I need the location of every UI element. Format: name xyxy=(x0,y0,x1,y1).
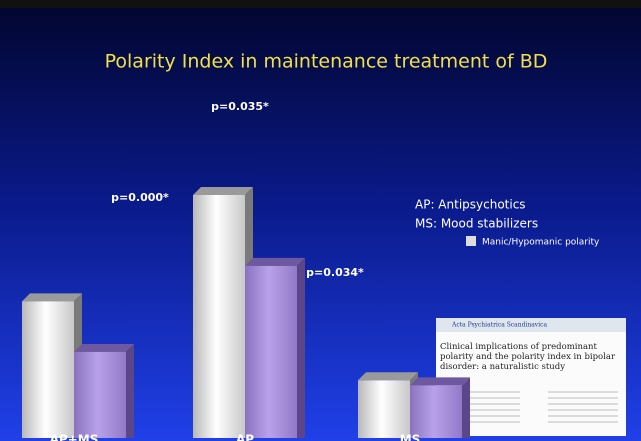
bar-top xyxy=(245,257,305,266)
frame xyxy=(0,0,641,8)
x-tick-label: MS xyxy=(400,433,421,441)
legend-label: Manic/Hypomanic polarity xyxy=(482,238,600,248)
p-value: p=0.034* xyxy=(306,266,364,279)
bar-side xyxy=(126,343,134,438)
bar xyxy=(74,343,134,438)
bar-side xyxy=(297,257,305,438)
p-value: p=0.000* xyxy=(111,191,169,204)
journal: Acta Psychiatrica Scandinavica xyxy=(451,322,547,329)
legend-swatch xyxy=(466,236,476,246)
bar-top xyxy=(193,187,253,195)
note: MS: Mood stabilizers xyxy=(415,217,538,231)
x-tick-label: AP+MS xyxy=(50,433,99,441)
bar-top xyxy=(22,293,82,302)
bar-front xyxy=(74,351,126,438)
article-title: Clinical implications of predominant pol… xyxy=(440,342,616,372)
note: AP: Antipsychotics xyxy=(415,198,526,212)
bar xyxy=(358,372,418,438)
paper-header xyxy=(436,318,626,332)
bar-side xyxy=(462,377,470,438)
article-title-box: Clinical implications of predominant pol… xyxy=(440,342,616,372)
bar-top xyxy=(358,372,418,381)
bar-top xyxy=(410,377,470,386)
bar xyxy=(22,293,82,438)
bar-front xyxy=(358,380,410,438)
bar xyxy=(410,377,470,438)
bar-front xyxy=(193,195,245,438)
p-value: p=0.035* xyxy=(211,100,269,113)
bar-top xyxy=(74,343,134,352)
bar-front xyxy=(22,301,74,438)
x-tick-label: AP xyxy=(236,433,254,441)
bar-front xyxy=(245,265,297,438)
bar xyxy=(193,187,253,438)
chart-title: Polarity Index in maintenance treatment … xyxy=(105,51,548,73)
bar-front xyxy=(410,385,462,438)
bar xyxy=(245,257,305,438)
